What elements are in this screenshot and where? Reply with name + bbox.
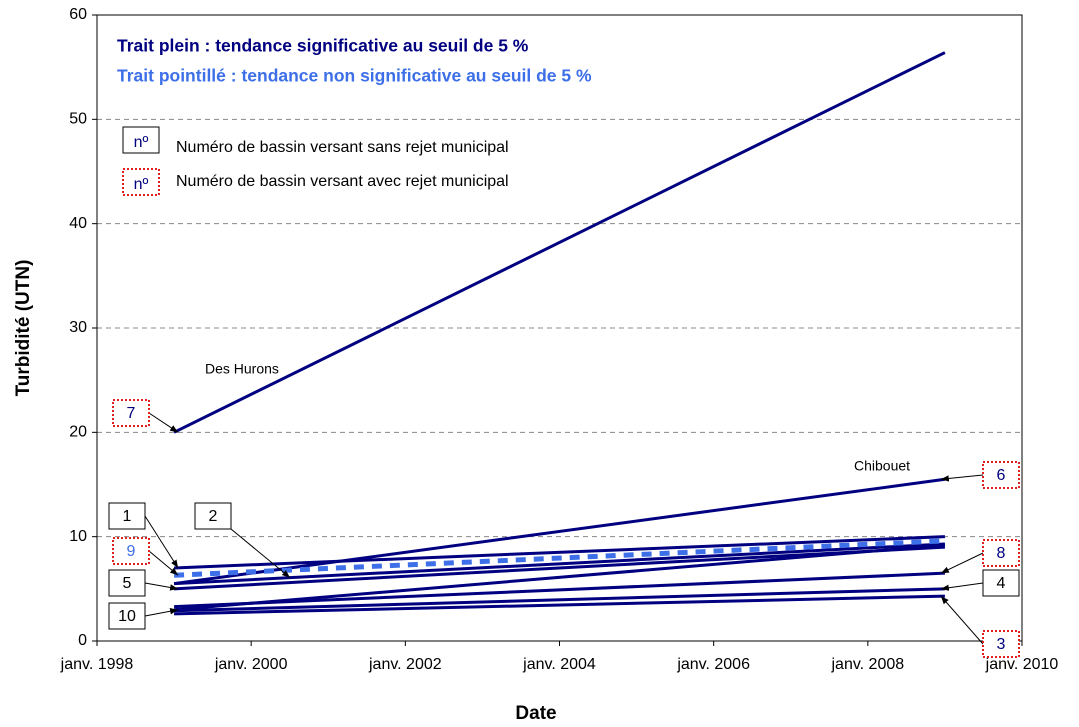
y-tick-label: 40 [69,215,87,232]
y-tick-label: 20 [69,424,87,441]
y-axis-label: Turbidité (UTN) [13,260,34,397]
series-line [174,571,945,609]
x-tick-label: janv. 2002 [368,656,442,673]
series-label: 3 [997,636,1006,653]
legend-box-text: Numéro de bassin versant sans rejet muni… [176,139,509,156]
legend-box [122,168,160,196]
x-axis-label: Date [515,703,556,724]
series-label-box [982,569,1020,597]
y-tick-label: 0 [78,632,87,649]
label-arrow [940,582,984,591]
series-label-box [108,502,146,530]
series-label: 6 [997,467,1006,484]
series-label: 8 [997,545,1006,562]
label-arrow [940,595,984,645]
series-line [174,587,945,613]
series-label: 1 [123,508,132,525]
annotation: Chibouet [854,458,910,474]
annotation: Des Hurons [205,361,279,377]
series-label-box [194,502,232,530]
series-label: 2 [209,508,218,525]
series-label-box [112,399,150,427]
series-label-box [982,539,1020,567]
label-arrow [144,515,179,569]
y-tick-label: 30 [69,319,87,336]
series-line [173,477,946,586]
x-tick-label: janv. 1998 [60,656,134,673]
label-arrow [148,550,179,576]
label-arrow [940,552,984,574]
legend-box-symbol: nº [134,176,149,193]
label-arrow [144,608,179,617]
series-label: 9 [127,543,136,560]
series-line [173,51,946,434]
label-arrow [148,412,179,433]
series-line [173,543,946,612]
x-tick-label: janv. 2008 [831,656,905,673]
label-arrow [230,528,291,579]
legend-box-symbol: nº [134,134,149,151]
x-tick-label: janv. 2006 [676,656,750,673]
y-tick-label: 60 [69,6,87,23]
x-tick-label: janv. 2000 [214,656,288,673]
plot-frame [96,14,1023,642]
series-line [174,535,945,570]
series-line [174,594,945,616]
y-tick-label: 10 [69,528,87,545]
series-label-box [112,537,150,565]
label-arrow [144,582,179,591]
label-arrow [940,474,984,482]
series-label: 5 [123,575,132,592]
series-label: 7 [127,405,136,422]
series-line [174,545,945,591]
legend-box-text: Numéro de bassin versant avec rejet muni… [176,173,509,190]
series-label: 4 [997,575,1006,592]
series-line [174,542,945,586]
legend-text: Trait pointillé : tendance non significa… [117,66,592,86]
series-line [173,538,946,578]
series-label-box [108,569,146,597]
series-label-box [982,461,1020,489]
legend-text: Trait plein : tendance significative au … [117,36,529,56]
series-label-box [982,630,1020,658]
series-label-box [108,602,146,630]
y-tick-label: 50 [69,111,87,128]
x-tick-label: janv. 2010 [985,656,1059,673]
legend-box [122,126,160,154]
x-tick-label: janv. 2004 [522,656,596,673]
series-label: 10 [118,608,136,625]
